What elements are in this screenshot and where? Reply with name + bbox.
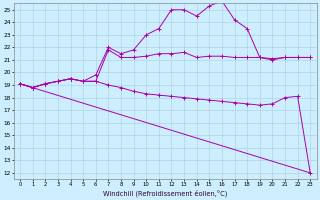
X-axis label: Windchill (Refroidissement éolien,°C): Windchill (Refroidissement éolien,°C) xyxy=(103,189,227,197)
